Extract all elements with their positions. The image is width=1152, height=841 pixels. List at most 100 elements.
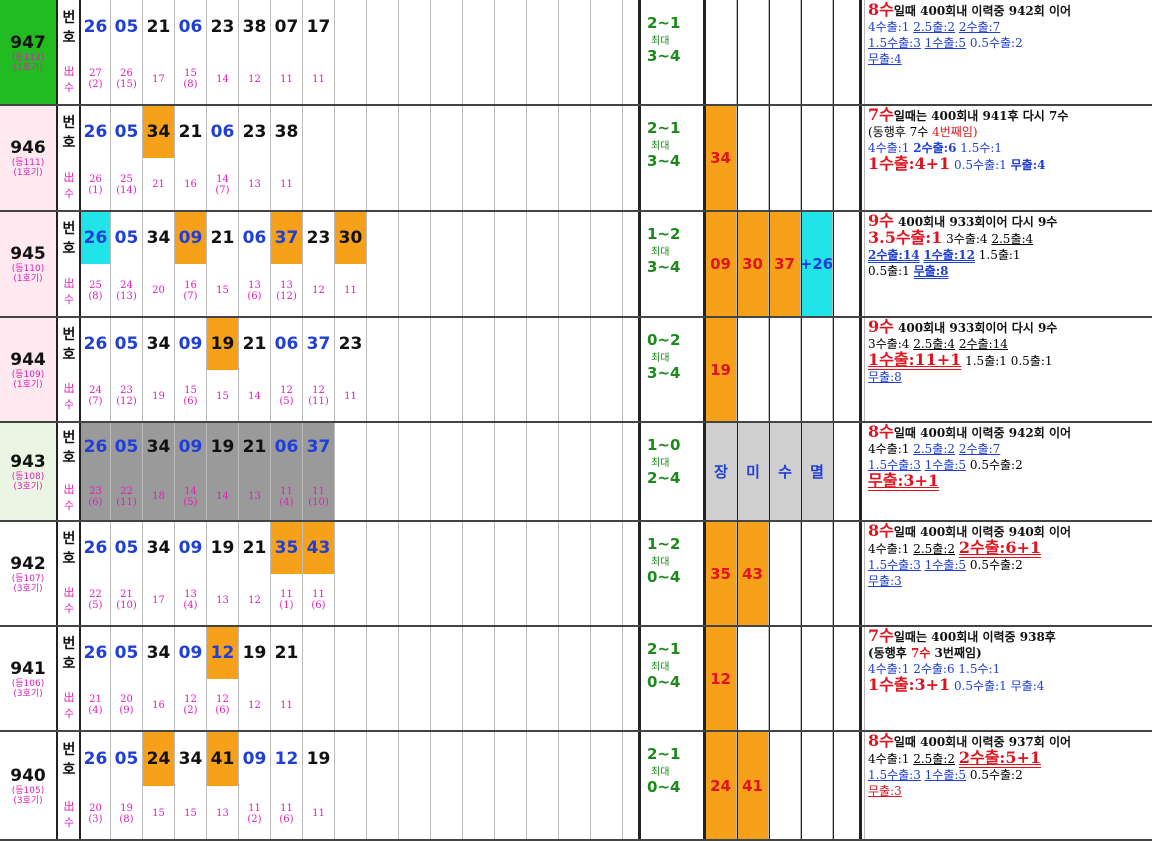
drawn-number-cell[interactable]: 41: [207, 731, 239, 786]
drawn-number-cell[interactable]: [495, 0, 527, 53]
drawn-number-cell[interactable]: [559, 105, 591, 158]
drawn-number-cell[interactable]: 19: [207, 317, 239, 370]
drawn-number-cell[interactable]: [463, 317, 495, 370]
drawn-number-cell[interactable]: [431, 422, 463, 472]
drawn-number-cell[interactable]: 06: [271, 422, 303, 472]
drawn-number-cell[interactable]: [431, 626, 463, 679]
drawn-number-cell[interactable]: 05: [111, 626, 143, 679]
drawn-number-cell[interactable]: [623, 422, 639, 472]
drawn-number-cell[interactable]: 21: [175, 105, 207, 158]
drawn-number-cell[interactable]: 26: [81, 731, 111, 786]
drawn-number-cell[interactable]: [399, 521, 431, 574]
drawn-number-cell[interactable]: [591, 317, 623, 370]
drawn-number-cell[interactable]: 21: [207, 211, 239, 264]
drawn-number-cell[interactable]: [367, 0, 399, 53]
drawn-number-cell[interactable]: [591, 731, 623, 786]
drawn-number-cell[interactable]: 12: [207, 626, 239, 679]
drawn-number-cell[interactable]: [431, 211, 463, 264]
drawn-number-cell[interactable]: [463, 521, 495, 574]
drawn-number-cell[interactable]: [623, 317, 639, 370]
drawn-number-cell[interactable]: [399, 731, 431, 786]
drawn-number-cell[interactable]: [431, 731, 463, 786]
drawn-number-cell[interactable]: [495, 211, 527, 264]
drawn-number-cell[interactable]: [559, 422, 591, 472]
drawn-number-cell[interactable]: [527, 422, 559, 472]
drawn-number-cell[interactable]: [335, 0, 367, 53]
drawn-number-cell[interactable]: [399, 626, 431, 679]
drawn-number-cell[interactable]: 09: [175, 626, 207, 679]
drawn-number-cell[interactable]: 23: [207, 0, 239, 53]
drawn-number-cell[interactable]: [335, 626, 367, 679]
drawn-number-cell[interactable]: 35: [271, 521, 303, 574]
drawn-number-cell[interactable]: [367, 422, 399, 472]
drawn-number-cell[interactable]: 26: [81, 105, 111, 158]
drawn-number-cell[interactable]: [527, 731, 559, 786]
drawn-number-cell[interactable]: 09: [175, 211, 207, 264]
drawn-number-cell[interactable]: [559, 521, 591, 574]
drawn-number-cell[interactable]: [463, 626, 495, 679]
drawn-number-cell[interactable]: [335, 105, 367, 158]
drawn-number-cell[interactable]: [367, 211, 399, 264]
drawn-number-cell[interactable]: [463, 731, 495, 786]
drawn-number-cell[interactable]: 05: [111, 0, 143, 53]
drawn-number-cell[interactable]: [591, 0, 623, 53]
drawn-number-cell[interactable]: 21: [143, 0, 175, 53]
drawn-number-cell[interactable]: 37: [303, 317, 335, 370]
drawn-number-cell[interactable]: 34: [143, 521, 175, 574]
drawn-number-cell[interactable]: 43: [303, 521, 335, 574]
drawn-number-cell[interactable]: 09: [175, 317, 207, 370]
drawn-number-cell[interactable]: 12: [271, 731, 303, 786]
drawn-number-cell[interactable]: [527, 521, 559, 574]
drawn-number-cell[interactable]: [591, 211, 623, 264]
round-number-cell[interactable]: 941 (등106) (3호기): [0, 626, 56, 731]
drawn-number-cell[interactable]: [431, 105, 463, 158]
drawn-number-cell[interactable]: 06: [271, 317, 303, 370]
drawn-number-cell[interactable]: [559, 317, 591, 370]
drawn-number-cell[interactable]: [463, 211, 495, 264]
drawn-number-cell[interactable]: [623, 0, 639, 53]
drawn-number-cell[interactable]: 37: [303, 422, 335, 472]
round-number-cell[interactable]: 946 (등111) (1호기): [0, 105, 56, 211]
drawn-number-cell[interactable]: 23: [239, 105, 271, 158]
drawn-number-cell[interactable]: 26: [81, 422, 111, 472]
drawn-number-cell[interactable]: 34: [175, 731, 207, 786]
drawn-number-cell[interactable]: 05: [111, 521, 143, 574]
drawn-number-cell[interactable]: [623, 731, 639, 786]
drawn-number-cell[interactable]: [495, 105, 527, 158]
drawn-number-cell[interactable]: [591, 422, 623, 472]
drawn-number-cell[interactable]: [463, 422, 495, 472]
drawn-number-cell[interactable]: [591, 521, 623, 574]
drawn-number-cell[interactable]: [335, 521, 367, 574]
drawn-number-cell[interactable]: [527, 317, 559, 370]
drawn-number-cell[interactable]: [591, 105, 623, 158]
drawn-number-cell[interactable]: [399, 317, 431, 370]
drawn-number-cell[interactable]: 23: [335, 317, 367, 370]
drawn-number-cell[interactable]: [463, 105, 495, 158]
round-number-cell[interactable]: 945 (등110) (1호기): [0, 211, 56, 317]
drawn-number-cell[interactable]: 34: [143, 317, 175, 370]
drawn-number-cell[interactable]: [495, 521, 527, 574]
drawn-number-cell[interactable]: [623, 105, 639, 158]
drawn-number-cell[interactable]: 19: [239, 626, 271, 679]
drawn-number-cell[interactable]: 26: [81, 521, 111, 574]
drawn-number-cell[interactable]: [303, 105, 335, 158]
drawn-number-cell[interactable]: [559, 211, 591, 264]
drawn-number-cell[interactable]: 30: [335, 211, 367, 264]
drawn-number-cell[interactable]: [399, 422, 431, 472]
drawn-number-cell[interactable]: [623, 521, 639, 574]
drawn-number-cell[interactable]: 06: [207, 105, 239, 158]
round-number-cell[interactable]: 947 (등112) (1호기): [0, 0, 56, 105]
drawn-number-cell[interactable]: [335, 731, 367, 786]
drawn-number-cell[interactable]: 05: [111, 731, 143, 786]
drawn-number-cell[interactable]: [623, 211, 639, 264]
drawn-number-cell[interactable]: [367, 731, 399, 786]
drawn-number-cell[interactable]: [527, 105, 559, 158]
drawn-number-cell[interactable]: [559, 626, 591, 679]
drawn-number-cell[interactable]: [431, 521, 463, 574]
drawn-number-cell[interactable]: 34: [143, 105, 175, 158]
drawn-number-cell[interactable]: 07: [271, 0, 303, 53]
drawn-number-cell[interactable]: 24: [143, 731, 175, 786]
drawn-number-cell[interactable]: [623, 626, 639, 679]
drawn-number-cell[interactable]: 09: [175, 422, 207, 472]
drawn-number-cell[interactable]: [495, 317, 527, 370]
